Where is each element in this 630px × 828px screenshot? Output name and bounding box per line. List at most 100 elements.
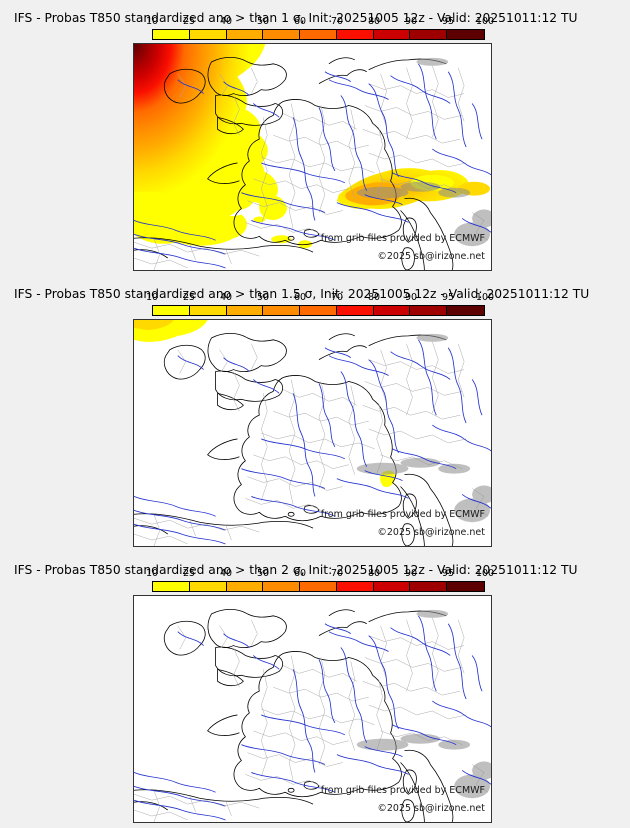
ecmwf-credit-3: from grib files provided by ECMWF [320,785,485,796]
map-frame-1[interactable]: from grib files provided by ECMWF ©2025 … [133,43,492,271]
colorbar-tick-10: 10 [145,292,159,303]
colorbar-tick-70: 70 [330,568,344,579]
colorbar-tick-25: 25 [182,292,196,303]
colorbar-tick-80: 80 [367,568,381,579]
colorbar-segment-1 [153,582,190,591]
colorbar-tick-70: 70 [330,16,344,27]
copyright-credit-2: ©2025 sb@irizone.net [377,527,485,538]
map-canvas-3 [134,596,491,822]
colorbar-tick-100: 100 [475,292,495,303]
colorbar-ticks-2: 10 25 40 50 60 70 80 90 95 100 [146,292,494,304]
colorbar-segment-4 [263,582,301,591]
colorbar-segment-5 [300,306,337,315]
colorbar-3: 10 25 40 50 60 70 80 90 95 100 [146,568,494,594]
panel-title-2: IFS - Probas T850 standardized ano > tha… [14,287,590,301]
colorbar-tick-95: 95 [441,292,455,303]
colorbar-segment-1 [153,306,190,315]
admin-boundaries [134,65,489,270]
colorbar-segment-3 [226,582,264,591]
colorbar-segment-7 [373,30,411,39]
colorbar-tick-80: 80 [367,16,381,27]
colorbar-segment-4 [263,30,301,39]
colorbar-tick-40: 40 [219,292,233,303]
panel-header-1: IFS - Probas T850 standardized ano > tha… [0,0,630,42]
colorbar-tick-70: 70 [330,292,344,303]
colorbar-tick-25: 25 [182,16,196,27]
colorbar-tick-25: 25 [182,568,196,579]
colorbar-segment-7 [373,582,411,591]
colorbar-segment-8 [410,306,448,315]
colorbar-segment-1 [153,30,190,39]
terrain-shading-3 [356,609,491,799]
colorbar-tick-95: 95 [441,568,455,579]
anomaly-region-atlantic [134,44,268,223]
colorbar-segment-9 [447,582,484,591]
rivers [134,63,491,269]
ecmwf-credit-1: from grib files provided by ECMWF [320,233,485,244]
colorbar-segment-3 [226,30,264,39]
map-frame-2[interactable]: from grib files provided by ECMWF ©2025 … [133,319,492,547]
colorbar-segment-9 [447,30,484,39]
colorbar-tick-90: 90 [404,292,418,303]
rivers-3 [134,615,491,821]
copyright-credit-3: ©2025 sb@irizone.net [377,803,485,814]
coastlines-2 [134,332,454,546]
colorbar-tick-60: 60 [293,292,307,303]
map-canvas-1 [134,44,491,270]
colorbar-2: 10 25 40 50 60 70 80 90 95 100 [146,292,494,318]
colorbar-tick-50: 50 [256,292,270,303]
anomaly-region-biscay [134,191,247,246]
colorbar-segment-8 [410,30,448,39]
colorbar-tick-40: 40 [219,568,233,579]
colorbar-tick-95: 95 [441,16,455,27]
colorbar-bar-3 [152,581,485,592]
colorbar-tick-60: 60 [293,568,307,579]
colorbar-tick-90: 90 [404,568,418,579]
colorbar-bar-2 [152,305,485,316]
colorbar-segment-2 [189,306,227,315]
colorbar-segment-4 [263,306,301,315]
anomaly-spot-alps [380,470,396,488]
map-frame-3[interactable]: from grib files provided by ECMWF ©2025 … [133,595,492,823]
colorbar-segment-6 [336,582,374,591]
coastlines-3 [134,608,454,822]
colorbar-tick-90: 90 [404,16,418,27]
panel-header-2: IFS - Probas T850 standardized ano > tha… [0,276,630,318]
colorbar-segment-7 [373,306,411,315]
forecast-panel-1: IFS - Probas T850 standardized ano > tha… [0,0,630,276]
colorbar-tick-60: 60 [293,16,307,27]
terrain-shading-2 [356,333,491,523]
colorbar-segment-5 [300,30,337,39]
colorbar-tick-40: 40 [219,16,233,27]
rivers-2 [134,339,491,545]
colorbar-segment-8 [410,582,448,591]
colorbar-segment-6 [336,306,374,315]
colorbar-tick-50: 50 [256,16,270,27]
colorbar-ticks-1: 10 25 40 50 60 70 80 90 95 100 [146,16,494,28]
copyright-credit-1: ©2025 sb@irizone.net [377,251,485,262]
panel-title-1: IFS - Probas T850 standardized ano > tha… [14,11,578,25]
colorbar-segment-2 [189,582,227,591]
colorbar-segment-2 [189,30,227,39]
panel-title-3: IFS - Probas T850 standardized ano > tha… [14,563,578,577]
colorbar-tick-10: 10 [145,568,159,579]
colorbar-tick-10: 10 [145,16,159,27]
colorbar-segment-6 [336,30,374,39]
anomaly-region-nw-corner-core [134,320,174,330]
colorbar-segment-5 [300,582,337,591]
colorbar-tick-100: 100 [475,568,495,579]
forecast-panel-3: IFS - Probas T850 standardized ano > tha… [0,552,630,828]
colorbar-tick-50: 50 [256,568,270,579]
ecmwf-credit-2: from grib files provided by ECMWF [320,509,485,520]
coastlines [134,56,454,270]
panel-header-3: IFS - Probas T850 standardized ano > tha… [0,552,630,594]
colorbar-segment-9 [447,306,484,315]
anomaly-speck-c [298,240,313,249]
colorbar-bar-1 [152,29,485,40]
colorbar-segment-3 [226,306,264,315]
colorbar-1: 10 25 40 50 60 70 80 90 95 100 [146,16,494,42]
terrain-shading [356,57,491,247]
colorbar-tick-80: 80 [367,292,381,303]
map-canvas-2 [134,320,491,546]
colorbar-tick-100: 100 [475,16,495,27]
